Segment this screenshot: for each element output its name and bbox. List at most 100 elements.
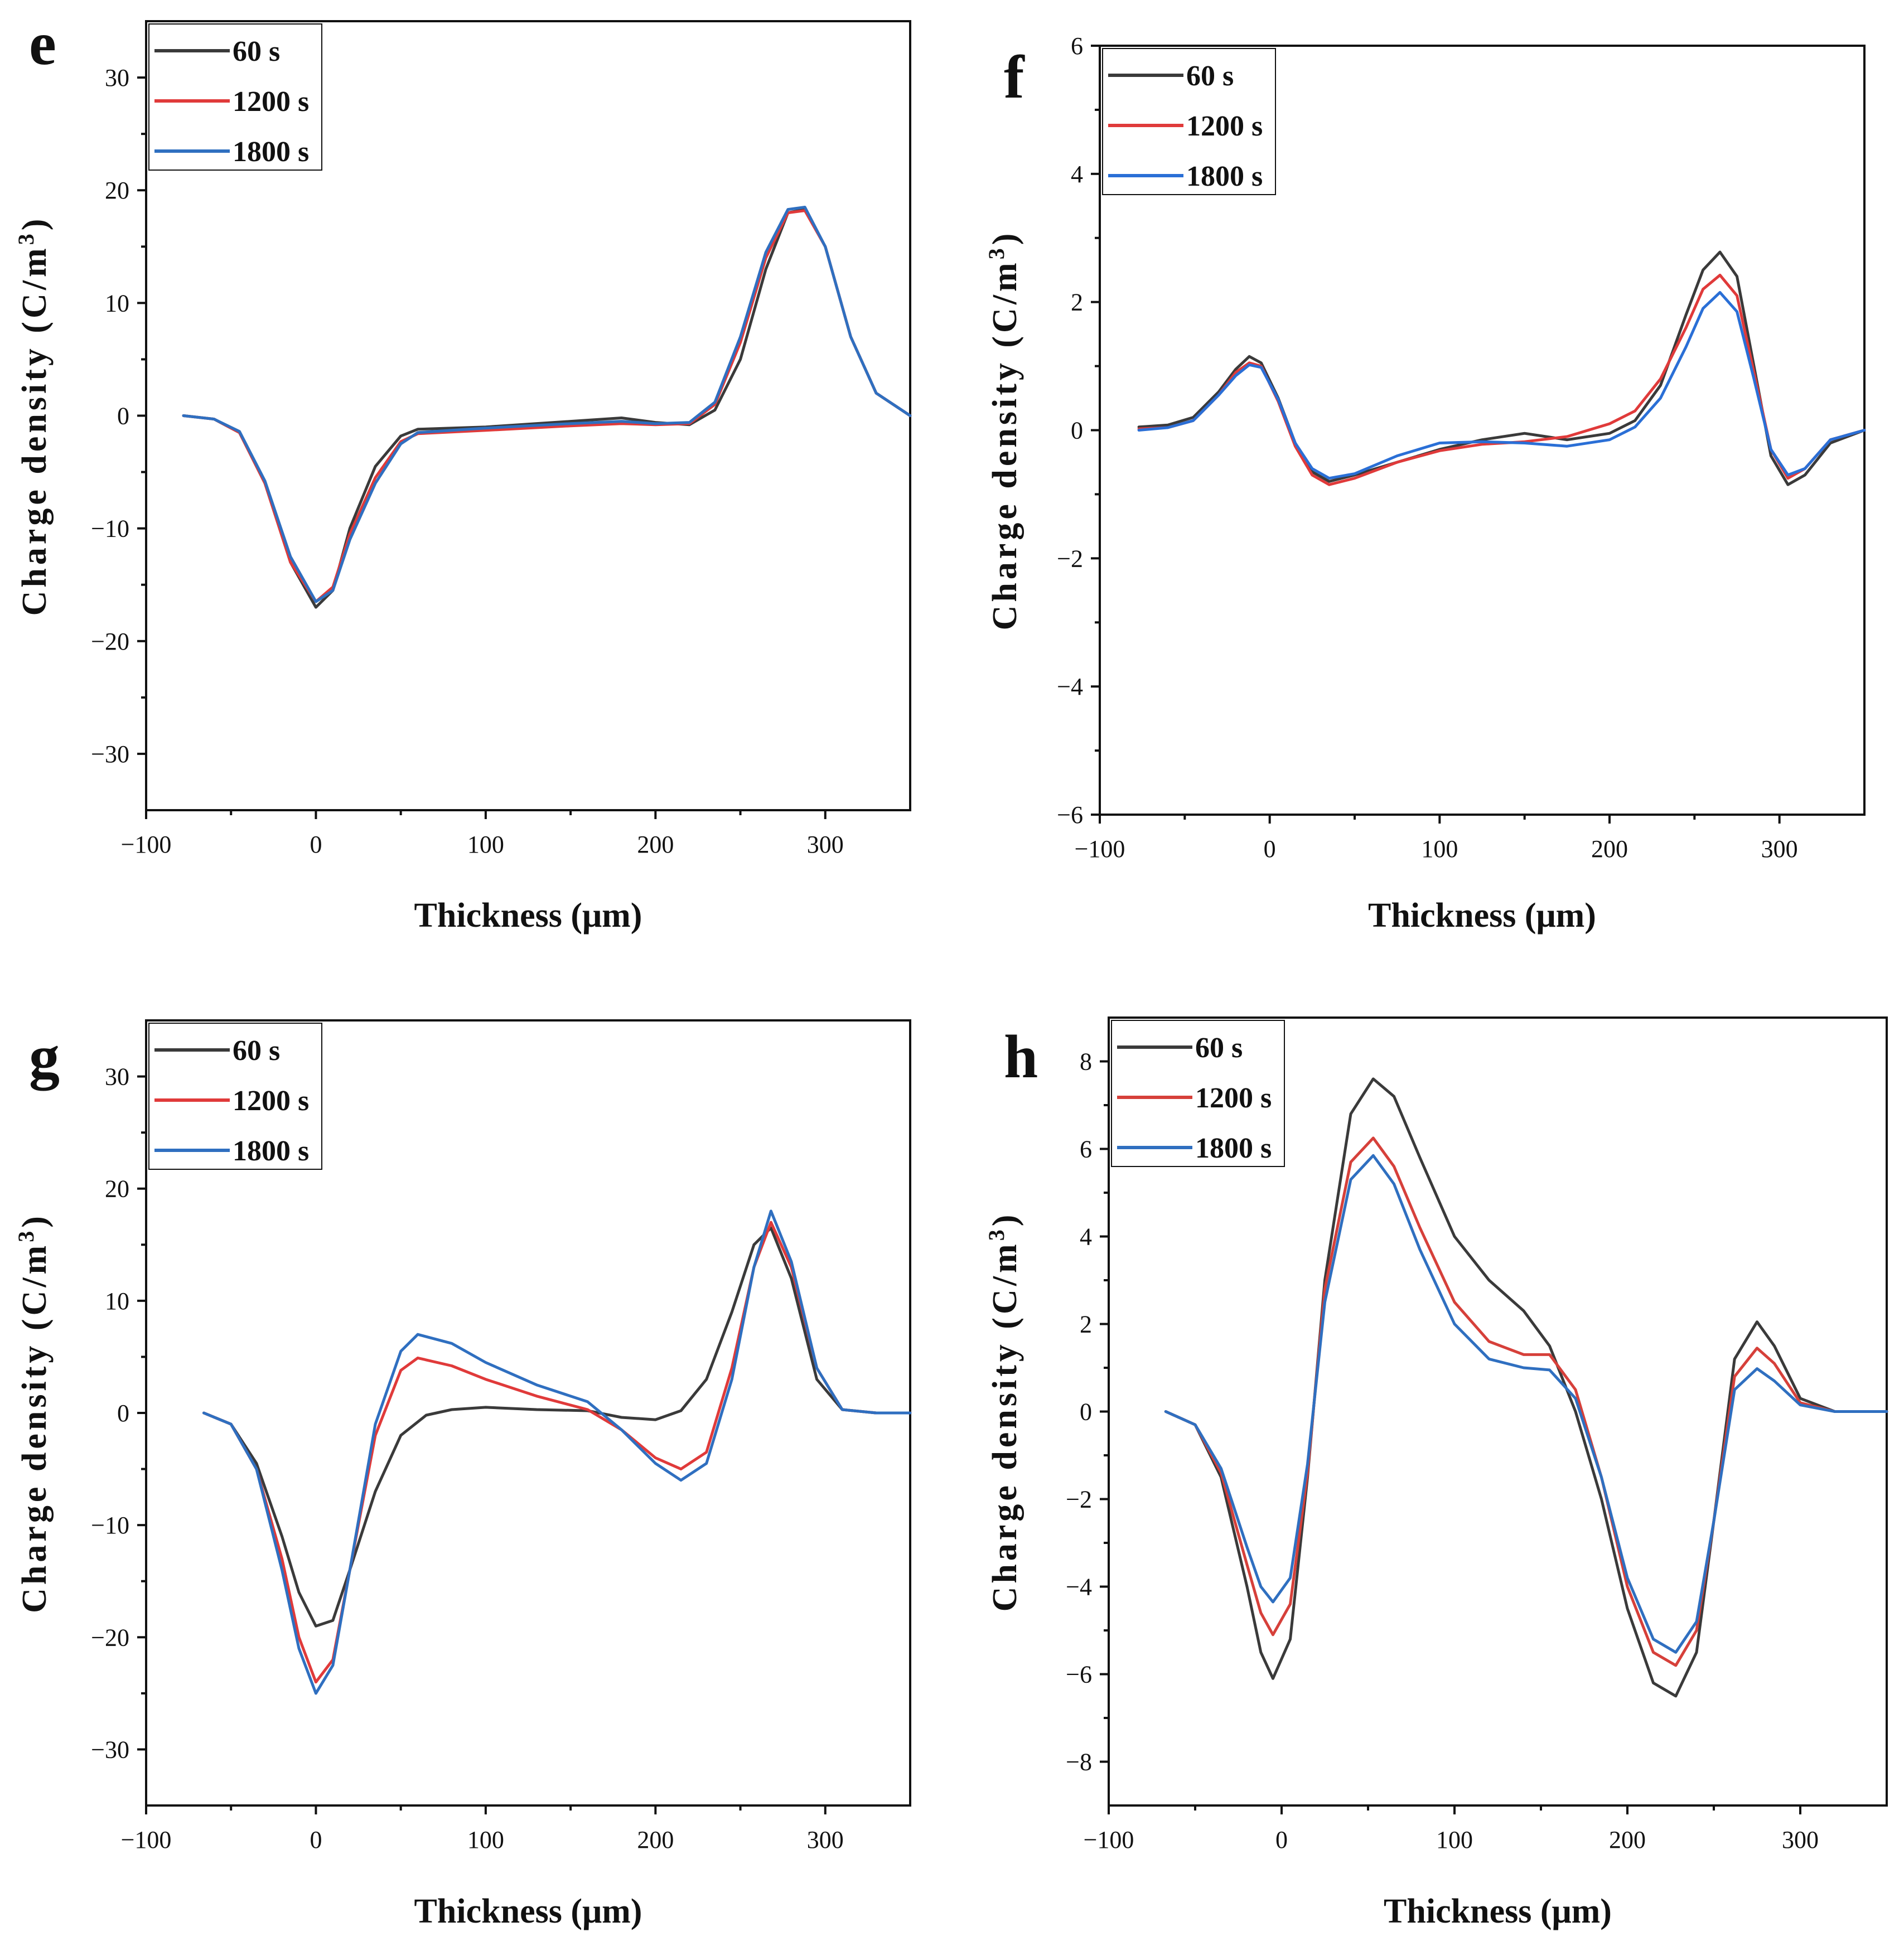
- y-tick-label: −20: [91, 1624, 129, 1651]
- y-axis-label-text: Charge density (C/m: [986, 1241, 1024, 1611]
- y-tick-label: 6: [1080, 1136, 1092, 1163]
- x-tick-label: 200: [1609, 1826, 1646, 1853]
- y-tick-label: −4: [1066, 1574, 1092, 1601]
- y-axis-label-close: ): [986, 1212, 1024, 1227]
- x-tick-label: −100: [1084, 1826, 1134, 1853]
- panel-h: h −100 0 100 200 300 −8 −6 −4 −2 0 2 4 6 8 Thickness (μ…: [984, 1016, 1888, 1930]
- x-tick-label: 100: [467, 1826, 504, 1853]
- y-tick-label: −10: [91, 515, 129, 543]
- panel-label: h: [1004, 1023, 1038, 1091]
- panel-label: e: [29, 9, 56, 78]
- x-axis-label: Thickness (μm): [1368, 897, 1596, 935]
- series-line-60s: [1137, 250, 1866, 486]
- x-axis-label: Thickness (μm): [414, 1892, 642, 1930]
- panel-e: e−100 0 100 200 300−30−20−100102030Thickness…: [13, 9, 912, 935]
- series-line-1800s: [182, 206, 912, 603]
- legend-entry: 1800 s: [233, 1135, 309, 1167]
- x-tick-label: 0: [310, 831, 322, 858]
- y-tick-label: 4: [1071, 161, 1083, 188]
- legend-box: [148, 23, 322, 171]
- legend-entry: 60 s: [233, 36, 280, 67]
- y-tick-label: 20: [105, 1175, 129, 1203]
- legend-entry: 1200 s: [1186, 110, 1263, 142]
- series-line-1200s: [1164, 1136, 1888, 1667]
- y-axis-label-superscript: 3: [13, 1228, 38, 1242]
- y-axis-label-text: Charge density (C/m: [16, 245, 54, 616]
- x-tick-label: −100: [121, 831, 172, 858]
- series-line-60s: [202, 1226, 912, 1628]
- y-axis-label: Charge density (C/m3): [13, 1213, 54, 1613]
- y-tick-label: −6: [1057, 801, 1083, 829]
- y-tick-label: 10: [105, 1287, 129, 1315]
- legend-entry: 1800 s: [1186, 161, 1263, 192]
- legend-entry: 60 s: [1195, 1032, 1243, 1064]
- y-tick-label: 30: [105, 1063, 129, 1091]
- y-tick-label: −20: [91, 628, 129, 655]
- y-tick-label: 30: [105, 64, 129, 91]
- y-tick-label: 8: [1080, 1048, 1092, 1076]
- series-line-1200s: [202, 1221, 912, 1684]
- y-tick-label: −6: [1066, 1661, 1092, 1688]
- y-tick-label: −4: [1057, 673, 1083, 700]
- y-tick-label: 20: [105, 177, 129, 204]
- legend-entry: 1200 s: [1195, 1082, 1272, 1114]
- y-axis-label-close: ): [986, 230, 1024, 245]
- y-tick-label: −8: [1066, 1749, 1092, 1776]
- x-tick-label: 200: [637, 1826, 674, 1853]
- y-axis-label-superscript: 3: [13, 230, 38, 245]
- x-tick-label: 0: [1275, 1826, 1288, 1853]
- y-axis-label: Charge density (C/m3): [984, 1212, 1024, 1612]
- x-axis-label: Thickness (μm): [414, 897, 642, 935]
- y-tick-label: 0: [117, 403, 129, 430]
- x-tick-label: 100: [467, 831, 504, 858]
- y-tick-label: 2: [1071, 289, 1083, 316]
- x-tick-label: 200: [1591, 835, 1628, 863]
- y-tick-label: 0: [1071, 417, 1083, 444]
- x-tick-label: 300: [1782, 1826, 1819, 1853]
- y-tick-label: 0: [1080, 1398, 1092, 1426]
- series-line-60s: [1164, 1077, 1888, 1698]
- x-tick-label: 200: [637, 831, 674, 858]
- series-line-1200s: [182, 209, 912, 603]
- legend-entry: 1200 s: [233, 1085, 309, 1117]
- legend-entry: 1800 s: [233, 136, 309, 168]
- y-axis-label-close: ): [16, 216, 54, 231]
- x-tick-label: −100: [121, 1826, 172, 1853]
- y-tick-label: −2: [1057, 545, 1083, 572]
- series-line-1800s: [1164, 1154, 1888, 1654]
- legend-box: [1102, 48, 1276, 195]
- panel-g: g−100 0 100 200 300−30−20−100102030Thickness…: [13, 1019, 912, 1930]
- panel-f: f −100 0 100 200 300 −6 −4 −2 0 2 4 6 Thickness (μm) C…: [984, 32, 1866, 935]
- x-axis-label: Thickness (μm): [1384, 1892, 1612, 1930]
- y-axis-label-superscript: 3: [984, 1226, 1009, 1241]
- y-tick-label: 2: [1080, 1311, 1092, 1338]
- x-tick-label: −100: [1075, 835, 1125, 863]
- y-tick-label: 6: [1071, 32, 1083, 60]
- legend-entry: 1800 s: [1195, 1132, 1272, 1164]
- x-tick-label: 300: [807, 831, 844, 858]
- series-line-60s: [182, 208, 912, 609]
- legend-box: [1111, 1020, 1285, 1167]
- y-axis-label: Charge density (C/m3): [984, 230, 1024, 631]
- legend: 60 s 1200 s 1800 s: [148, 1023, 322, 1170]
- legend-box: [148, 1023, 322, 1170]
- x-tick-label: 0: [310, 1826, 322, 1853]
- y-tick-label: 0: [117, 1400, 129, 1427]
- legend: 60 s 1200 s 1800 s: [1102, 48, 1276, 195]
- y-axis-label-text: Charge density (C/m: [16, 1242, 54, 1613]
- x-tick-label: 300: [807, 1826, 844, 1853]
- legend: 60 s 1200 s 1800 s: [1111, 1020, 1285, 1167]
- series-line-1800s: [1137, 291, 1866, 480]
- y-axis-label-superscript: 3: [984, 245, 1009, 259]
- y-tick-label: 4: [1080, 1223, 1092, 1251]
- y-tick-label: −10: [91, 1512, 129, 1539]
- legend-entry: 1200 s: [233, 86, 309, 118]
- x-tick-label: 0: [1264, 835, 1276, 863]
- y-axis-label: Charge density (C/m3): [13, 216, 54, 616]
- panel-label: g: [29, 1023, 60, 1091]
- series-line-1800s: [202, 1209, 912, 1695]
- y-tick-label: −30: [91, 740, 129, 768]
- y-tick-label: −30: [91, 1736, 129, 1763]
- x-tick-label: 300: [1761, 835, 1798, 863]
